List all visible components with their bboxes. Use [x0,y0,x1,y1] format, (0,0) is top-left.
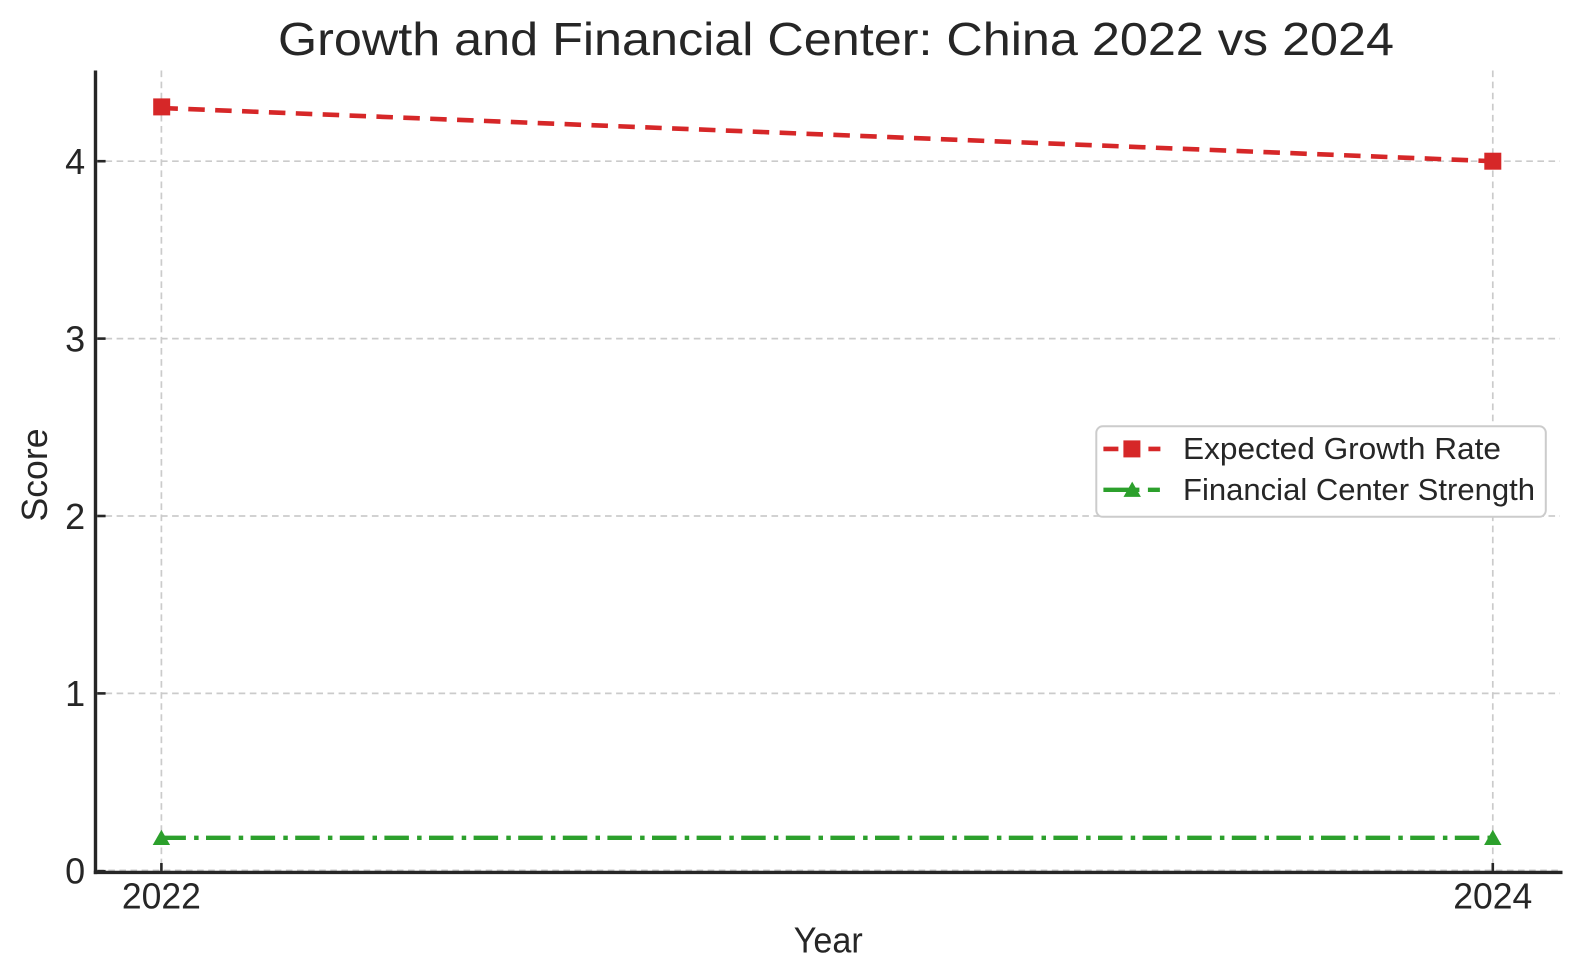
svg-text:Year: Year [794,920,863,961]
svg-text:2024: 2024 [1453,876,1532,917]
svg-text:2: 2 [65,496,85,537]
svg-text:3: 3 [65,318,85,359]
svg-text:Expected Growth Rate: Expected Growth Rate [1183,431,1501,466]
svg-text:1: 1 [65,673,85,714]
svg-text:0: 0 [65,851,85,892]
svg-text:Financial Center Strength: Financial Center Strength [1183,472,1535,507]
svg-text:2022: 2022 [122,876,201,917]
svg-text:Score: Score [14,429,55,522]
svg-text:4: 4 [65,141,85,182]
svg-text:Growth and Financial Center: C: Growth and Financial Center: China 2022 … [278,13,1394,65]
